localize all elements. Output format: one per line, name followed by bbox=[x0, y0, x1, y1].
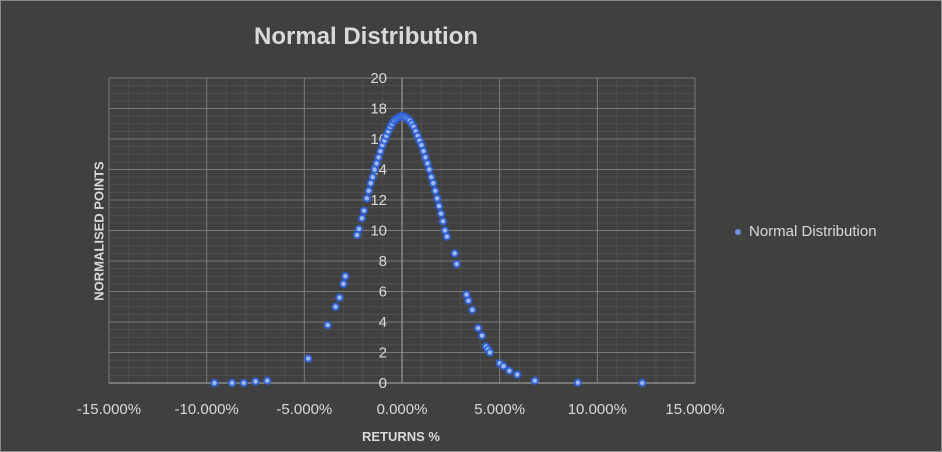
y-tick-label: 18 bbox=[370, 101, 387, 118]
x-tick-label: -5.000% bbox=[276, 401, 332, 418]
data-point-highlight bbox=[356, 226, 362, 232]
x-axis-label: RETURNS % bbox=[361, 429, 440, 444]
data-point-highlight bbox=[378, 149, 383, 154]
chart-title: Normal Distribution bbox=[253, 23, 478, 50]
data-point-highlight bbox=[479, 333, 485, 338]
data-point-highlight bbox=[265, 378, 270, 383]
y-axis-label: NORMALISED POINTS bbox=[91, 161, 107, 301]
legend: Normal Distribution bbox=[735, 223, 877, 240]
data-point-highlight bbox=[229, 380, 235, 386]
data-point-highlight bbox=[487, 350, 493, 355]
data-point-highlight bbox=[421, 149, 426, 154]
x-tick-label: 0.000% bbox=[377, 401, 428, 418]
data-point-highlight bbox=[575, 380, 580, 385]
data-point-highlight bbox=[454, 261, 459, 267]
x-tick-label: -10.000% bbox=[175, 401, 239, 418]
y-tick-label: 10 bbox=[370, 223, 387, 240]
data-point-highlight bbox=[419, 142, 424, 148]
data-point-highlight bbox=[253, 379, 258, 384]
data-point-highlight bbox=[436, 203, 442, 209]
data-point-highlight bbox=[442, 228, 448, 233]
data-point-highlight bbox=[444, 234, 450, 239]
data-point-highlight bbox=[341, 281, 346, 287]
data-point-highlight bbox=[359, 216, 365, 221]
y-tick-label: 8 bbox=[379, 253, 387, 270]
data-point-highlight bbox=[361, 208, 367, 213]
data-point-highlight bbox=[431, 181, 436, 186]
data-point-highlight bbox=[532, 378, 538, 383]
data-point-highlight bbox=[464, 292, 469, 297]
data-point-highlight bbox=[376, 155, 381, 160]
data-point-highlight bbox=[640, 380, 645, 386]
data-point-highlight bbox=[470, 307, 475, 312]
x-tick-label: 5.000% bbox=[474, 401, 525, 418]
y-tick-label: 6 bbox=[379, 284, 387, 301]
data-point-highlight bbox=[241, 380, 246, 386]
data-point-highlight bbox=[354, 232, 360, 238]
data-point-highlight bbox=[427, 167, 432, 172]
data-point-highlight bbox=[333, 304, 338, 309]
data-point-highlight bbox=[423, 155, 428, 160]
x-tick-label: 15.000% bbox=[665, 401, 724, 418]
data-point-highlight bbox=[515, 372, 520, 377]
data-point-highlight bbox=[372, 167, 377, 172]
y-tick-label: 0 bbox=[379, 375, 387, 392]
data-point-highlight bbox=[364, 196, 370, 201]
legend-label: Normal Distribution bbox=[749, 223, 877, 240]
data-point-highlight bbox=[507, 368, 512, 373]
data-point-highlight bbox=[212, 380, 217, 386]
data-point-highlight bbox=[429, 174, 434, 180]
data-point-highlight bbox=[370, 174, 375, 180]
y-tick-label: 2 bbox=[379, 345, 387, 362]
data-point-highlight bbox=[438, 211, 444, 216]
data-point-highlight bbox=[306, 356, 311, 361]
data-point-highlight bbox=[325, 322, 330, 328]
data-point-highlight bbox=[374, 161, 379, 166]
x-tick-label: -15.000% bbox=[77, 401, 141, 418]
data-point-highlight bbox=[433, 188, 438, 194]
data-point-highlight bbox=[337, 295, 342, 300]
data-point-highlight bbox=[368, 181, 373, 186]
legend-marker bbox=[735, 228, 741, 235]
data-point-highlight bbox=[466, 298, 471, 303]
y-tick-label: 20 bbox=[370, 70, 387, 87]
data-point-highlight bbox=[425, 161, 430, 166]
data-point-highlight bbox=[343, 274, 348, 279]
data-point-highlight bbox=[366, 188, 371, 194]
y-tick-label: 4 bbox=[379, 314, 387, 331]
data-point-highlight bbox=[440, 219, 446, 224]
x-tick-label: 10.000% bbox=[568, 401, 627, 418]
data-point-highlight bbox=[475, 325, 481, 331]
data-point-highlight bbox=[434, 196, 440, 201]
y-tick-label: 12 bbox=[370, 192, 387, 209]
data-point-highlight bbox=[452, 251, 457, 256]
data-point-highlight bbox=[501, 364, 506, 369]
